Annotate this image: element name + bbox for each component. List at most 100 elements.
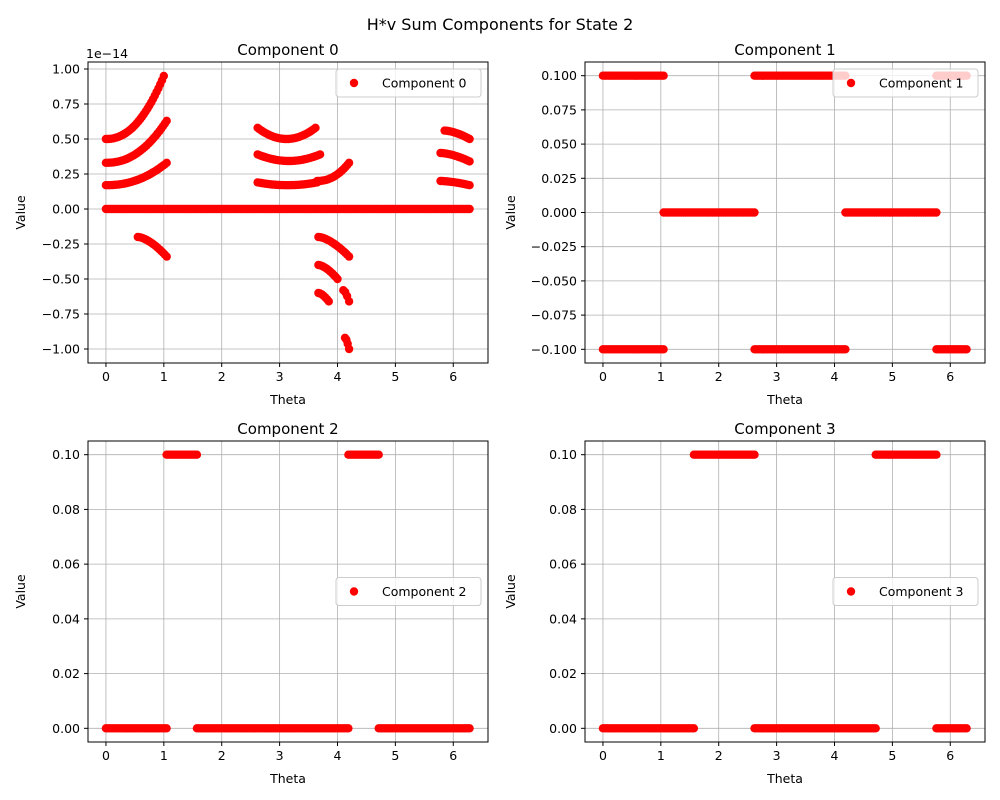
- legend: Component 1: [832, 68, 979, 98]
- data-point: [465, 204, 474, 214]
- y-tick-label: 0.75: [52, 97, 80, 112]
- data-point: [344, 297, 354, 306]
- data-point: [465, 181, 474, 190]
- y-tick-label: −0.100: [531, 342, 577, 357]
- data-point: [689, 724, 699, 733]
- x-tick-label: 6: [449, 748, 457, 763]
- legend-box: [832, 577, 979, 606]
- figure-title: H*v Sum Components for State 2: [367, 15, 634, 34]
- x-tick-label: 5: [391, 748, 399, 763]
- data-point: [344, 252, 354, 261]
- x-tick-label: 6: [449, 369, 457, 384]
- subplot-2: 0 1 2 3 4 5 6 0.00 0.02 0.04 0.06 0.08 0.10 Component…: [13, 420, 489, 786]
- y-tick-label: 0.075: [541, 102, 577, 117]
- y-tick-label: −1.00: [42, 342, 80, 357]
- data-point: [192, 450, 202, 459]
- x-tick-label: 6: [946, 748, 954, 763]
- x-axis-label: Theta: [269, 392, 306, 407]
- legend: Component 0: [335, 68, 482, 98]
- y-tick-label: 0.00: [52, 721, 80, 736]
- x-axis-label: Theta: [269, 771, 306, 786]
- y-axis-label: Value: [503, 574, 518, 609]
- y-tick-label: −0.75: [42, 307, 80, 322]
- x-tick-label: 2: [715, 748, 723, 763]
- legend-label: Component 1: [879, 76, 964, 91]
- y-tick-label: 0.050: [541, 137, 577, 152]
- y-offset-text: 1e−14: [86, 46, 128, 61]
- data-point: [344, 724, 353, 733]
- data-point: [932, 450, 941, 459]
- y-tick-label: 0.08: [549, 502, 577, 517]
- y-tick-label: −0.025: [531, 239, 577, 254]
- y-tick-label: 1.00: [52, 62, 80, 77]
- data-point: [750, 450, 759, 459]
- x-tick-label: 1: [160, 369, 168, 384]
- x-tick-label: 4: [334, 369, 342, 384]
- data-point: [465, 724, 474, 733]
- x-tick-label: 3: [276, 369, 284, 384]
- y-tick-label: 0.000: [541, 205, 577, 220]
- x-tick-label: 6: [946, 369, 954, 384]
- data-point: [162, 724, 171, 733]
- subplot-1: 0 1 2 3 4 5 6 −0.100 −0.075 −0.050 −0.025 0.000 0.02…: [503, 41, 986, 407]
- y-tick-label: −0.075: [531, 308, 577, 323]
- x-tick-label: 1: [657, 748, 665, 763]
- subplot-0: 0 1 2 3 4 5 6 −1.00 −0.75 −0.50 −0.25 0.00 0.25 0.50 0…: [13, 41, 489, 407]
- x-tick-label: 5: [888, 369, 896, 384]
- y-tick-label: 0.100: [541, 68, 577, 83]
- y-tick-label: 0.10: [52, 447, 80, 462]
- data-point: [324, 297, 333, 306]
- y-axis-label: Value: [13, 574, 28, 609]
- legend-label: Component 0: [382, 76, 467, 91]
- data-point: [659, 71, 668, 80]
- data-point: [871, 724, 880, 733]
- x-tick-label: 3: [773, 748, 781, 763]
- legend-marker: [846, 78, 856, 88]
- x-tick-label: 3: [773, 369, 781, 384]
- data-point: [333, 274, 342, 284]
- legend-marker: [349, 78, 359, 88]
- data-point: [311, 123, 320, 132]
- y-tick-label: 0.10: [549, 447, 577, 462]
- data-point: [315, 150, 325, 159]
- legend-box: [335, 577, 482, 606]
- data-point: [162, 158, 171, 167]
- x-tick-label: 0: [599, 748, 607, 763]
- legend: Component 2: [335, 577, 482, 606]
- legend-label: Component 3: [879, 584, 964, 599]
- scatter-series: [101, 450, 474, 733]
- scatter-series: [101, 71, 474, 354]
- legend: Component 3: [832, 577, 979, 606]
- x-tick-label: 1: [160, 748, 168, 763]
- x-tick-label: 2: [715, 369, 723, 384]
- data-point: [162, 116, 171, 126]
- y-tick-label: −0.25: [42, 237, 80, 252]
- axes-frame: [87, 440, 489, 743]
- data-point: [841, 345, 850, 354]
- x-tick-label: 4: [831, 369, 839, 384]
- x-axis-label: Theta: [766, 771, 803, 786]
- x-tick-label: 0: [102, 748, 110, 763]
- y-tick-label: 0.00: [549, 721, 577, 736]
- subplot-title: Component 0: [237, 41, 338, 59]
- data-point: [344, 344, 354, 354]
- x-tick-label: 4: [831, 748, 839, 763]
- x-tick-label: 1: [657, 369, 665, 384]
- y-tick-label: 0.02: [549, 666, 577, 681]
- y-tick-label: 0.00: [52, 202, 80, 217]
- y-tick-label: 0.50: [52, 132, 80, 147]
- legend-marker: [349, 587, 359, 596]
- x-tick-label: 5: [391, 369, 399, 384]
- data-point: [374, 450, 383, 459]
- scatter-series: [598, 450, 971, 733]
- x-tick-label: 0: [102, 369, 110, 384]
- axes-frame: [87, 61, 489, 364]
- y-tick-label: 0.06: [52, 557, 80, 572]
- data-point: [659, 345, 668, 354]
- data-point: [932, 208, 941, 217]
- y-tick-label: 0.06: [549, 557, 577, 572]
- y-tick-label: 0.025: [541, 171, 577, 186]
- data-point: [962, 724, 971, 733]
